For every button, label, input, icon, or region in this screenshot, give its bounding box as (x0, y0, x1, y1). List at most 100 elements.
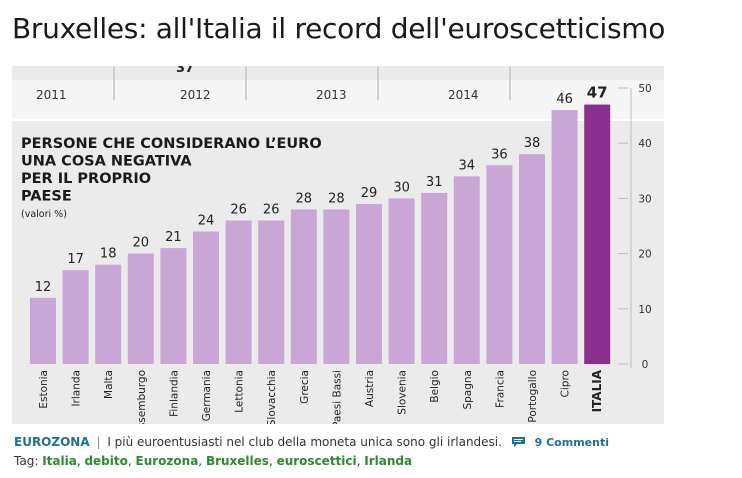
chart-title-line: UNA COSA NEGATIVA (21, 154, 192, 170)
bar-portogallo (519, 154, 545, 364)
value-label: 26 (263, 202, 280, 217)
value-label: 12 (35, 280, 52, 295)
value-label: 28 (296, 191, 313, 206)
bar-finlandia (160, 248, 187, 364)
value-label: 21 (165, 230, 182, 245)
year-label: 2014 (448, 88, 479, 102)
bar-slovenia (388, 198, 415, 364)
value-label: 24 (198, 214, 215, 229)
category-label: Malta (103, 370, 115, 399)
bar-lussemburgo (127, 253, 154, 364)
y-tick-label: 0 (642, 359, 649, 371)
tag-separator: , (268, 454, 277, 468)
value-label: 28 (328, 191, 345, 206)
category-label: Lettonia (234, 370, 246, 413)
value-label: 29 (361, 186, 378, 201)
category-labels: Estonia Irlanda Malta Lussemburgo Finlandia G… (38, 369, 604, 424)
bar-paesi-bassi (323, 209, 350, 364)
bar-spagna (453, 176, 480, 364)
value-label: 34 (459, 158, 476, 173)
year-label: 2013 (316, 88, 347, 102)
comment-icon[interactable] (511, 437, 525, 447)
year-label: 2012 (180, 88, 211, 102)
tag-separator: , (76, 454, 85, 468)
value-label: 38 (524, 136, 541, 151)
bar-italia (584, 104, 611, 364)
y-tick-label: 10 (638, 304, 651, 316)
value-label: 31 (426, 175, 443, 190)
bar-lettonia (225, 220, 252, 364)
bar-chart: 2011 2012 2013 2014 37 PERSONE CHE CONSIDER… (12, 66, 664, 424)
bar-belgio (421, 192, 448, 364)
category-label: Portogallo (527, 370, 539, 423)
category-label: Spagna (462, 370, 474, 410)
tag-link[interactable]: Eurozona (135, 454, 199, 468)
chart-title-line: PER IL PROPRIO (21, 171, 151, 187)
section-label[interactable]: EUROZONA (14, 435, 90, 449)
tag-link[interactable]: debito (84, 454, 128, 468)
partial-top-label: 37 (176, 66, 194, 76)
tag-separator: , (127, 454, 136, 468)
value-label: 47 (587, 84, 608, 102)
headline: Bruxelles: all'Italia il record dell'eur… (12, 12, 666, 45)
bar-estonia (30, 297, 56, 364)
y-tick-label: 20 (638, 249, 651, 261)
chart-title-line: PERSONE CHE CONSIDERANO L’EURO (21, 136, 322, 152)
category-label: Austria (364, 370, 376, 407)
category-label: Germania (201, 370, 213, 421)
bar-malta (95, 264, 122, 364)
bar-cipro (551, 110, 578, 364)
category-label: Cipro (560, 370, 572, 397)
value-label: 30 (393, 180, 410, 195)
category-label: Slovacchia (266, 370, 278, 424)
y-tick-label: 40 (638, 138, 651, 150)
y-axis: 0 10 20 30 40 50 (630, 83, 652, 371)
value-label: 46 (556, 92, 573, 107)
chart-title: PERSONE CHE CONSIDERANO L’EURO UNA COSA N… (21, 136, 322, 205)
tag-link[interactable]: euroscettici (276, 454, 357, 468)
chart-subtitle: (valori %) (21, 209, 67, 220)
bar-austria (356, 203, 382, 364)
bar-slovacchia (258, 220, 285, 364)
caption-separator: | (96, 435, 101, 449)
category-label: Francia (494, 370, 506, 408)
caption: EUROZONA | I più euroentusiasti nel club… (14, 435, 734, 449)
chart-image: 2011 2012 2013 2014 37 PERSONE CHE CONSIDER… (12, 66, 664, 424)
tag-separator: , (198, 454, 206, 468)
bar-germania (193, 231, 219, 364)
gridlines (618, 87, 628, 365)
bar-francia (486, 165, 513, 364)
year-labels: 2011 2012 2013 2014 (36, 88, 479, 102)
tag-separator: , (356, 454, 365, 468)
category-label: ITALIA (590, 369, 604, 412)
category-label: Slovenia (397, 370, 409, 415)
tag-link[interactable]: Irlanda (364, 454, 413, 468)
category-label: Belgio (429, 370, 441, 403)
tag-link[interactable]: Italia (42, 454, 77, 468)
category-label: Finlandia (168, 370, 180, 417)
chart-title-line: PAESE (21, 189, 72, 205)
category-label: Paesi Bassi (331, 370, 343, 424)
tags-line: Tag: Italia, debito, Eurozona, Bruxelles… (14, 454, 412, 468)
value-label: 20 (133, 236, 150, 251)
year-label: 2011 (36, 88, 67, 102)
bar-irlanda (62, 270, 89, 364)
bar-grecia (290, 209, 317, 364)
category-label: Estonia (38, 370, 50, 409)
category-label: Lussemburgo (136, 370, 148, 424)
value-label: 26 (230, 202, 247, 217)
comments-link[interactable]: 9 Commenti (534, 436, 609, 449)
tag-list: Italia, debito, Eurozona, Bruxelles, eur… (42, 454, 412, 468)
caption-text: I più euroentusiasti nel club della mone… (107, 435, 502, 449)
value-label: 36 (491, 147, 508, 162)
tag-link[interactable]: Bruxelles (205, 454, 269, 468)
value-labels: 12 17 18 20 21 24 26 26 28 28 29 30 31 34 36 38 46 47 (35, 84, 608, 295)
y-tick-label: 30 (638, 193, 651, 205)
category-label: Irlanda (71, 370, 83, 407)
bars (30, 104, 611, 364)
value-label: 18 (100, 247, 117, 262)
tags-label: Tag: (14, 454, 39, 468)
y-tick-label: 50 (638, 83, 651, 95)
category-label: Grecia (299, 370, 311, 404)
year-dividers (113, 66, 511, 100)
